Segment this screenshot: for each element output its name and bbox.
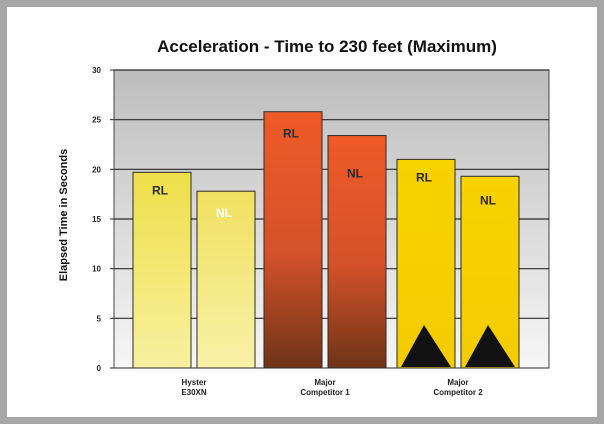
- y-tick-label: 30: [92, 66, 101, 75]
- bar-label: NL: [480, 193, 496, 207]
- category-label: Competitor 2: [433, 388, 483, 397]
- chart-frame: Acceleration - Time to 230 feet (Maximum…: [7, 7, 597, 417]
- bar-labels: RL NL RL NL RL NL: [152, 127, 496, 220]
- bar-label: NL: [347, 167, 363, 181]
- bar-1-rl: [132, 171, 192, 369]
- bar-2-nl: [327, 135, 387, 369]
- category-label: Major: [314, 378, 335, 387]
- y-tick-label: 20: [92, 165, 101, 174]
- y-tick-label: 5: [97, 314, 102, 323]
- y-tick-labels: 0 5 10 15 20 25 30: [92, 66, 101, 373]
- y-tick-label: 10: [92, 265, 101, 274]
- y-tick-label: 25: [92, 116, 101, 125]
- category-label: Competitor 1: [300, 388, 350, 397]
- y-tick-label: 0: [97, 364, 102, 373]
- bar-1-nl: [196, 190, 256, 369]
- category-label: E30XN: [181, 388, 207, 397]
- category-label: Major: [447, 378, 468, 387]
- bars: [132, 111, 520, 369]
- y-tick-label: 15: [92, 215, 101, 224]
- y-axis-label: Elapsed Time in Seconds: [58, 149, 70, 281]
- category-label: Hyster: [182, 378, 207, 387]
- bar-label: RL: [152, 183, 168, 197]
- bar-2-rl: [263, 111, 323, 369]
- chart-title: Acceleration - Time to 230 feet (Maximum…: [157, 37, 497, 56]
- triangle-mark: [465, 325, 515, 367]
- bar-label: RL: [283, 127, 299, 141]
- bar-label: RL: [416, 170, 432, 184]
- bar-chart: Acceleration - Time to 230 feet (Maximum…: [58, 37, 550, 397]
- triangle-mark: [401, 325, 451, 367]
- bar-label: NL: [216, 206, 232, 220]
